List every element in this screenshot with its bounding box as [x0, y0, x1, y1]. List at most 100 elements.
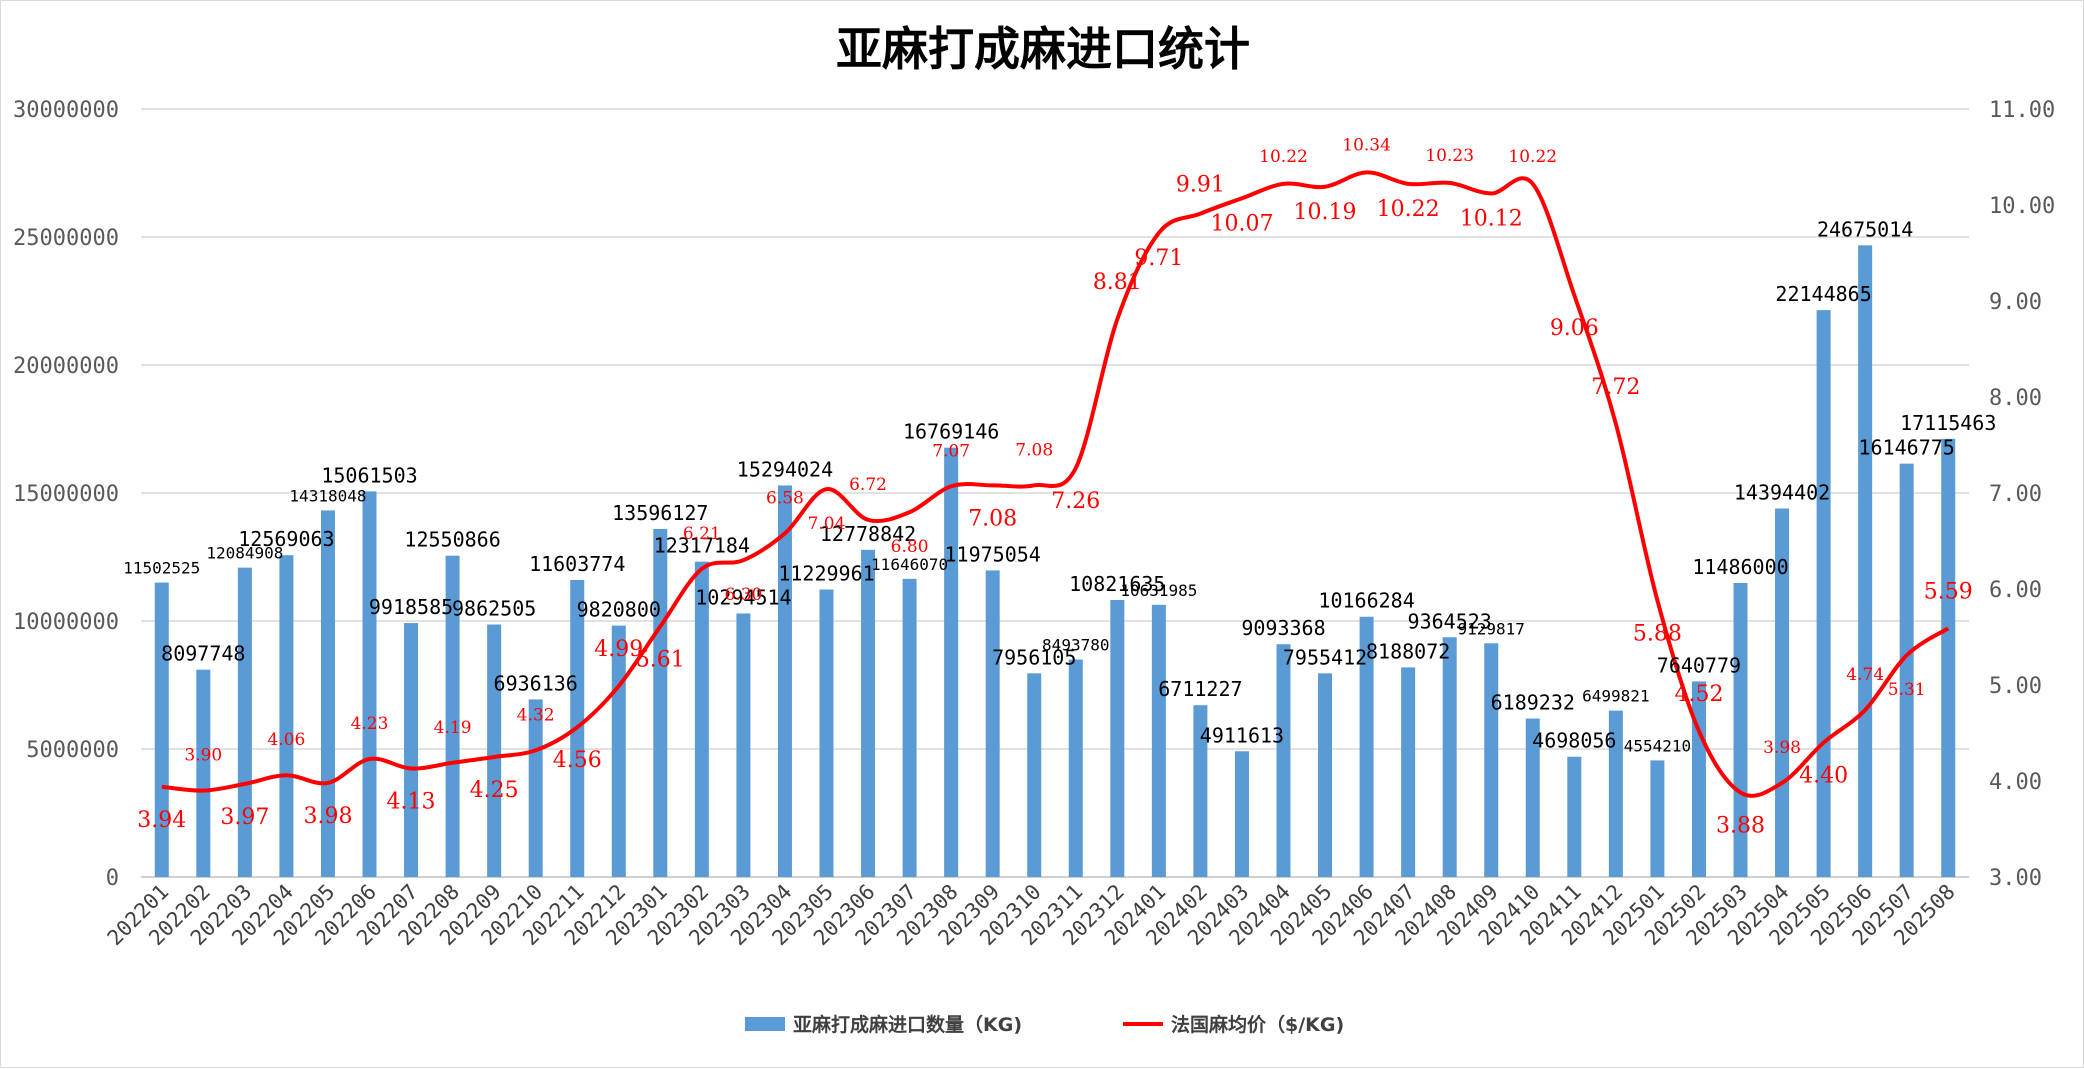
bar	[1068, 659, 1083, 877]
price-data-label: 7.07	[932, 441, 970, 461]
price-labels-layer: 3.94 3.90 3.97 4.06 3.98 4.23 4.13 4.19 4.25 4.32…	[137, 135, 1972, 838]
bar-data-label: 10821635	[1069, 572, 1165, 596]
price-data-label: 9.06	[1550, 316, 1599, 341]
y-right-tick-label: 8.00	[1989, 386, 2042, 411]
price-data-label: 9.91	[1176, 173, 1225, 198]
y-right-tick-label: 5.00	[1989, 674, 2042, 699]
bar-data-label: 9820800	[577, 598, 661, 622]
price-data-label: 3.98	[1763, 738, 1801, 758]
bar-data-label: 14318048	[289, 486, 366, 505]
y-left-tick-label: 15000000	[13, 482, 119, 507]
bar	[1858, 245, 1873, 877]
price-data-label: 5.59	[1924, 579, 1973, 604]
y-left-tick-label: 20000000	[13, 354, 119, 379]
bar-data-label: 12569063	[238, 527, 334, 551]
y-right-tick-label: 4.00	[1989, 770, 2042, 795]
y-right-tick-label: 9.00	[1989, 290, 2042, 315]
price-data-label: 8.81	[1093, 270, 1142, 295]
y-right-tick-label: 7.00	[1989, 482, 2042, 507]
price-data-label: 4.52	[1674, 682, 1723, 707]
bar	[1525, 718, 1540, 877]
price-data-label: 10.23	[1425, 146, 1474, 166]
price-data-label: 4.13	[387, 790, 436, 815]
price-data-label: 10.22	[1259, 147, 1308, 167]
bar	[1193, 705, 1208, 877]
y-left-tick-label: 10000000	[13, 610, 119, 635]
y-right-tick-label: 3.00	[1989, 866, 2042, 891]
bar-data-label: 11486000	[1692, 555, 1788, 579]
bar	[237, 567, 252, 877]
bar-data-label: 13596127	[612, 501, 708, 525]
bar-data-label: 8493780	[1042, 636, 1109, 655]
price-line-layer	[161, 170, 1950, 798]
bar-data-label: 4698056	[1532, 729, 1616, 753]
price-data-label: 6.30	[724, 585, 762, 605]
price-data-label: 7.08	[1015, 440, 1053, 460]
y-left-tick-label: 5000000	[26, 738, 119, 763]
bar	[861, 549, 876, 877]
bar	[1691, 681, 1706, 877]
bar	[902, 578, 917, 877]
legend-label-volume: 亚麻打成麻进口数量（KG)	[793, 1013, 1022, 1036]
bar-data-label: 7640779	[1657, 653, 1741, 677]
bar	[1110, 599, 1125, 877]
price-data-label: 4.19	[434, 718, 472, 738]
bar	[611, 625, 626, 877]
bar-data-label: 9093368	[1241, 616, 1325, 640]
price-data-label: 5.31	[1888, 680, 1926, 700]
bar-data-label: 16769146	[903, 420, 999, 444]
chart-title: 亚麻打成麻进口统计	[836, 22, 1250, 76]
bar-data-label: 11646070	[871, 555, 948, 574]
bar	[1027, 673, 1042, 877]
price-data-label: 6.58	[766, 488, 804, 508]
price-data-label: 3.88	[1716, 814, 1765, 839]
bar	[1733, 582, 1748, 877]
bar-data-label: 12778842	[820, 522, 916, 546]
bar-data-label: 4554210	[1624, 736, 1691, 755]
bar	[985, 570, 1000, 877]
y-right-tick-label: 11.00	[1989, 98, 2055, 123]
bar	[1899, 463, 1914, 877]
price-data-label: 3.90	[184, 746, 222, 766]
bar-data-label: 12084908	[206, 544, 283, 563]
bar-data-label: 12317184	[654, 534, 750, 558]
bar-data-label: 9918585	[369, 595, 453, 619]
bar	[1941, 438, 1956, 877]
bar	[445, 555, 460, 877]
y-left-tick-label: 30000000	[13, 98, 119, 123]
y-left-tick-label: 25000000	[13, 226, 119, 251]
bar-data-label: 10166284	[1318, 589, 1414, 613]
price-data-label: 5.61	[636, 647, 685, 672]
y-left-tick-label: 0	[106, 866, 119, 891]
bar	[736, 613, 751, 877]
bar-data-label: 22144865	[1775, 282, 1871, 306]
bar	[404, 623, 419, 877]
price-data-label: 10.12	[1460, 206, 1523, 231]
bar-data-label: 11229961	[778, 562, 874, 586]
bar	[279, 555, 294, 877]
price-data-label: 3.98	[303, 804, 352, 829]
bar-data-label: 9364523	[1408, 609, 1492, 633]
bar-data-label: 14394402	[1734, 481, 1830, 505]
bar	[1318, 673, 1333, 877]
bar-data-label: 15061503	[321, 463, 417, 487]
bar-labels-layer: 1150252580977481208490812569063143180481…	[123, 217, 1996, 755]
bar-data-label: 11975054	[945, 542, 1041, 566]
bar	[1442, 637, 1457, 877]
bar-data-label: 10631985	[1120, 581, 1197, 600]
legend-swatch-volume	[745, 1017, 785, 1031]
bar	[1359, 616, 1374, 877]
bar	[1484, 643, 1499, 877]
y-right-tick-label: 10.00	[1989, 194, 2055, 219]
price-data-label: 4.74	[1846, 665, 1884, 685]
bar-data-label: 7955412	[1283, 645, 1367, 669]
bar-data-label: 11603774	[529, 552, 625, 576]
bar	[944, 447, 959, 877]
bar	[1151, 604, 1166, 877]
bar-data-label: 11502525	[123, 559, 200, 578]
price-line	[161, 170, 1950, 798]
price-data-label: 10.22	[1508, 147, 1557, 167]
price-data-label: 3.94	[137, 808, 186, 833]
price-data-label: 4.23	[351, 714, 389, 734]
